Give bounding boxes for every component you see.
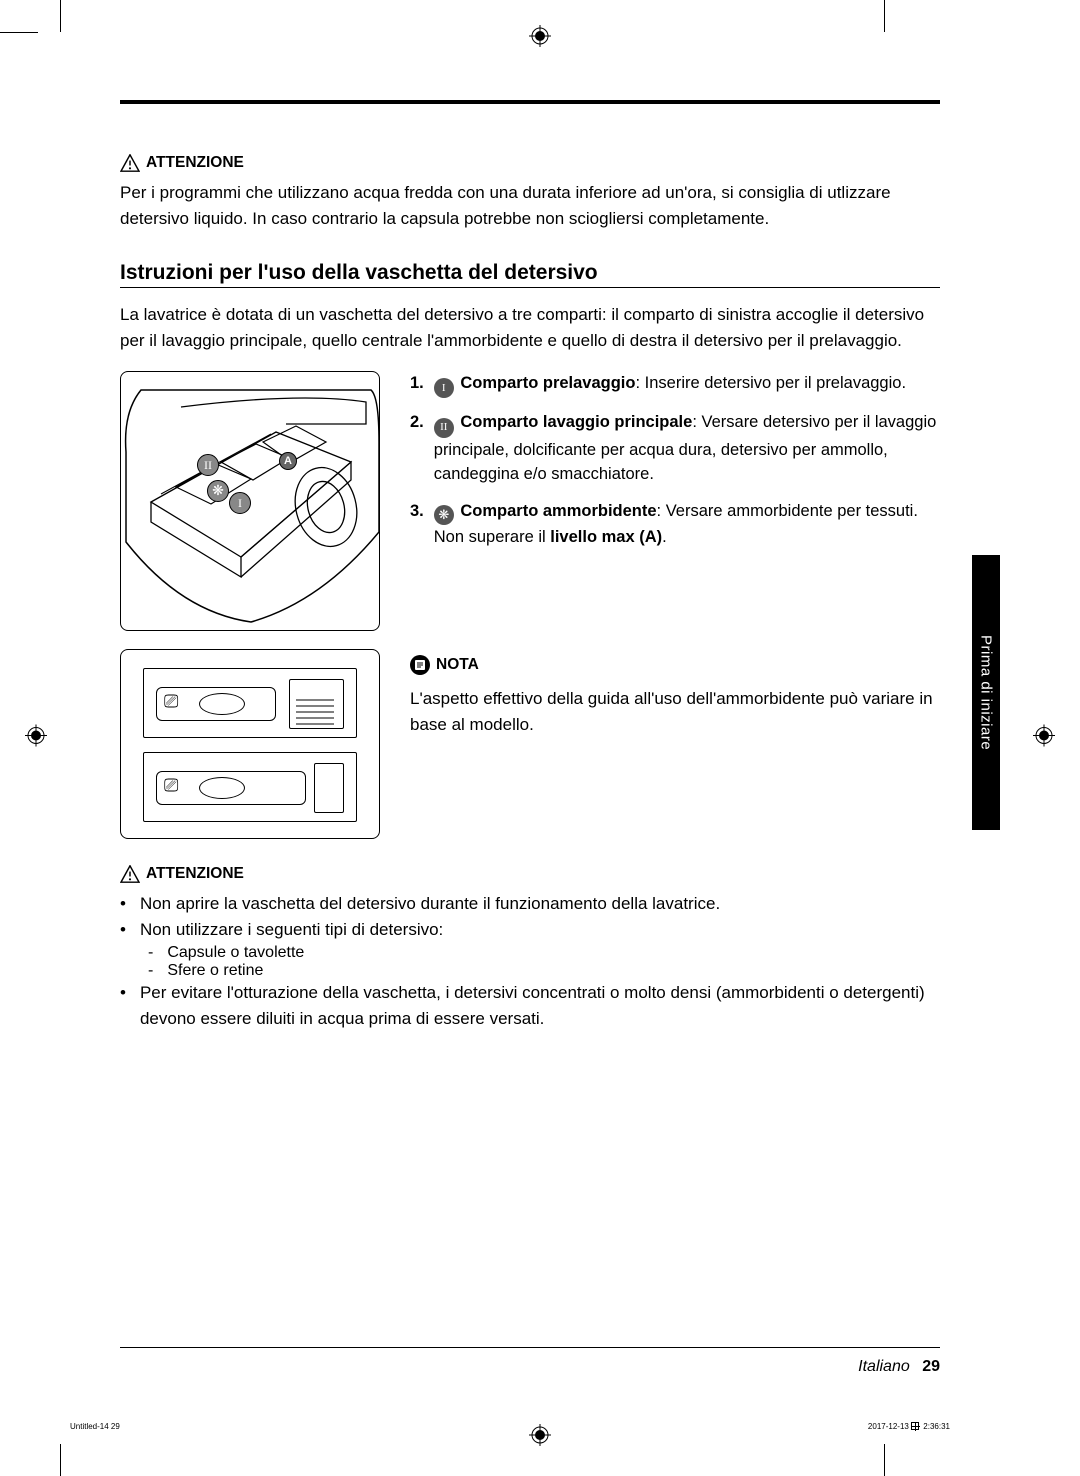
badge-icon: ❋ [434,505,454,525]
detergent-drawer-figure: II I A ❋ [120,371,380,631]
bullet-text: Capsule o tavolette [167,944,304,962]
attention-bullet-list: Non aprire la vaschetta del detersivo du… [120,891,940,944]
note-heading: NOTA [410,653,940,676]
badge-icon: II [434,418,454,438]
list-item-bold-tail: livello max (A) [550,528,662,546]
bullet-item: Non aprire la vaschetta del detersivo du… [120,891,940,917]
figure-label-a: A [279,452,297,470]
list-number: 2. [410,410,424,487]
list-item: 1. I Comparto prelavaggio: Inserire dete… [410,371,940,398]
list-item: 2. II Comparto lavaggio principale: Vers… [410,410,940,487]
attention-sub-bullet-list: Capsule o tavolette Sfere o retine [148,944,940,980]
warning-icon [120,865,140,883]
footer-language: Italiano [858,1358,910,1375]
drawer-variants-figure: ⎚ ⎚ [120,649,380,839]
drawer-slot [289,679,344,729]
crop-mark [884,1444,885,1476]
note-icon [410,655,430,675]
side-tab-label: Prima di iniziare [978,635,995,750]
list-item-content: II Comparto lavaggio principale: Versare… [434,410,940,487]
cup-icon: ⎚ [164,775,178,796]
oval-icon [199,693,245,715]
print-meta-left: Untitled-14 29 [70,1422,120,1431]
list-item-text: : Inserire detersivo per il prelavaggio. [635,374,906,392]
list-number: 1. [410,371,424,398]
attention-heading-2: ATTENZIONE [120,865,940,883]
attention-bullet-list: Per evitare l'otturazione della vaschett… [120,980,940,1033]
print-time: 2:36:31 [921,1422,950,1431]
warning-icon [120,154,140,172]
attention-text: Per i programmi che utilizzano acqua fre… [120,180,940,231]
bullet-text: Per evitare l'otturazione della vaschett… [140,980,940,1033]
page-footer: Italiano 29 [120,1347,940,1376]
section-title: Istruzioni per l'uso della vaschetta del… [120,261,940,285]
list-item: 3. ❋ Comparto ammorbidente: Versare ammo… [410,499,940,550]
section-side-tab: Prima di iniziare [972,555,1000,830]
section-intro: La lavatrice è dotata di un vaschetta de… [120,302,940,353]
page-content: ATTENZIONE Per i programmi che utilizzan… [120,100,940,1376]
list-item-title: Comparto ammorbidente [460,502,656,520]
print-meta-right: 2017-12-13 2:36:31 [868,1422,950,1431]
oval-icon [199,777,245,799]
bullet-text: Sfere o retine [167,962,263,980]
figure2-and-note-row: ⎚ ⎚ NOTA L'aspetto effettivo della guida… [120,631,940,839]
bullet-text: Non aprire la vaschetta del detersivo du… [140,891,720,917]
drawer-variant-2: ⎚ [143,752,357,822]
drawer-variant-1: ⎚ [143,668,357,738]
figure-and-list-row: II I A ❋ 1. I Comparto prelavaggio: Inse… [120,371,940,631]
bullet-text: Non utilizzare i seguenti tipi di deters… [140,917,443,943]
figure-label-ii: II [197,454,219,476]
footer-rule [120,1347,940,1348]
figure-label-i: I [229,492,251,514]
attention-label: ATTENZIONE [146,865,244,883]
cup-icon: ⎚ [164,691,178,712]
note-label: NOTA [436,653,479,676]
list-item-content: I Comparto prelavaggio: Inserire detersi… [434,371,906,398]
registration-mark-icon [1033,725,1055,752]
sub-bullet-item: Capsule o tavolette [148,944,940,962]
figure-label-flower: ❋ [207,480,229,502]
sub-bullet-item: Sfere o retine [148,962,940,980]
registration-mark-icon [25,725,47,752]
rule-thin [120,287,940,288]
hatch-icon [294,694,336,734]
crop-mark [884,0,885,32]
list-item-tail: . [662,528,667,546]
crop-mark [60,1444,61,1476]
crop-mark [0,32,38,33]
drawer-slot [314,763,344,813]
bullet-item: Per evitare l'otturazione della vaschett… [120,980,940,1033]
registration-mark-icon [529,1424,551,1451]
print-grid-icon [911,1422,919,1430]
attention-heading: ATTENZIONE [120,154,940,172]
list-item-content: ❋ Comparto ammorbidente: Versare ammorbi… [434,499,940,550]
compartment-list: 1. I Comparto prelavaggio: Inserire dete… [410,371,940,562]
footer-page-number: 29 [922,1358,940,1375]
list-item-title: Comparto prelavaggio [460,374,635,392]
footer-text: Italiano 29 [120,1358,940,1376]
bullet-item: Non utilizzare i seguenti tipi di deters… [120,917,940,943]
badge-icon: I [434,378,454,398]
attention-label: ATTENZIONE [146,154,244,172]
note-text: L'aspetto effettivo della guida all'uso … [410,686,940,737]
list-number: 3. [410,499,424,550]
rule-thick [120,100,940,104]
note-block: NOTA L'aspetto effettivo della guida all… [410,631,940,737]
list-item-title: Comparto lavaggio principale [460,413,692,431]
print-date: 2017-12-13 [868,1422,911,1431]
registration-mark-icon [529,25,551,52]
crop-mark [60,0,61,32]
